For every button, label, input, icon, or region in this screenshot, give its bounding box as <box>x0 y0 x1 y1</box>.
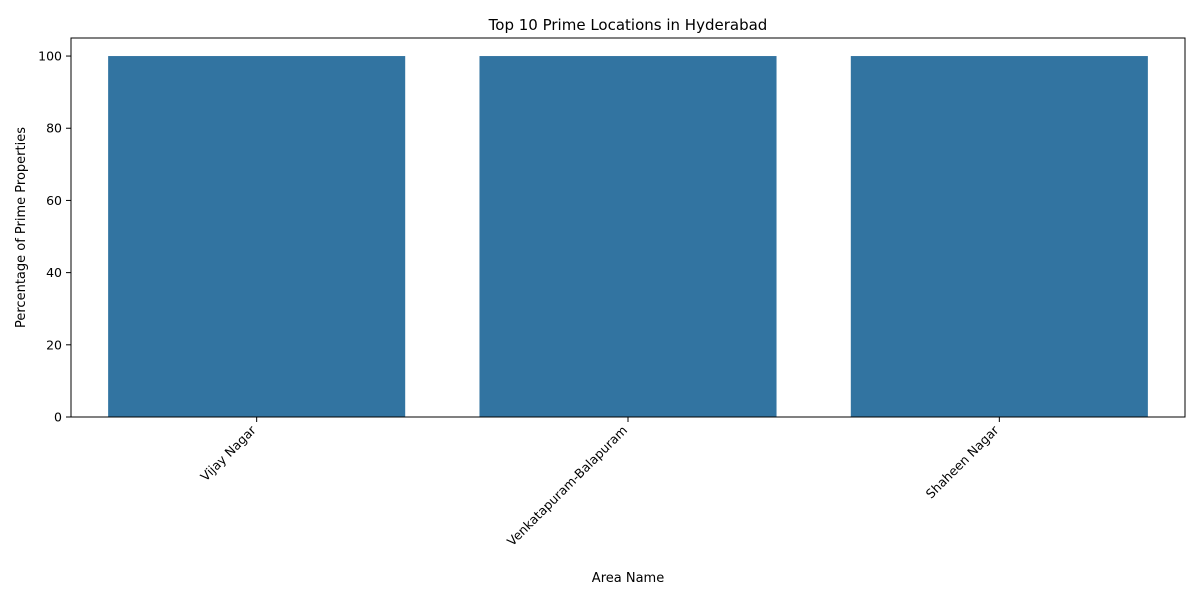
bar-1 <box>479 56 777 418</box>
plot-frame <box>70 37 1186 418</box>
y-tick-label-3: 60 <box>46 193 62 208</box>
y-tick-label-1: 20 <box>46 337 62 352</box>
bar-2 <box>850 56 1148 418</box>
x-axis-label: Area Name <box>592 571 664 586</box>
x-tick-label-0: Vijay Nagar <box>197 422 259 484</box>
y-tick-label-5: 100 <box>38 49 62 64</box>
y-axis: 0 20 40 60 80 100 <box>38 49 71 425</box>
x-axis: Vijay Nagar Venkatapuram-Balapuram Shaheen… <box>197 417 1002 549</box>
y-axis-label: Percentage of Prime Properties <box>14 127 29 328</box>
y-tick-label-0: 0 <box>54 410 62 425</box>
bar-0 <box>108 56 406 418</box>
y-tick-label-4: 80 <box>46 121 62 136</box>
x-tick-label-2: Shaheen Nagar <box>923 422 1002 501</box>
chart-title: Top 10 Prime Locations in Hyderabad <box>488 16 768 34</box>
y-tick-label-2: 40 <box>46 265 62 280</box>
bars-layer <box>108 56 1148 418</box>
x-tick-label-1: Venkatapuram-Balapuram <box>504 423 630 549</box>
